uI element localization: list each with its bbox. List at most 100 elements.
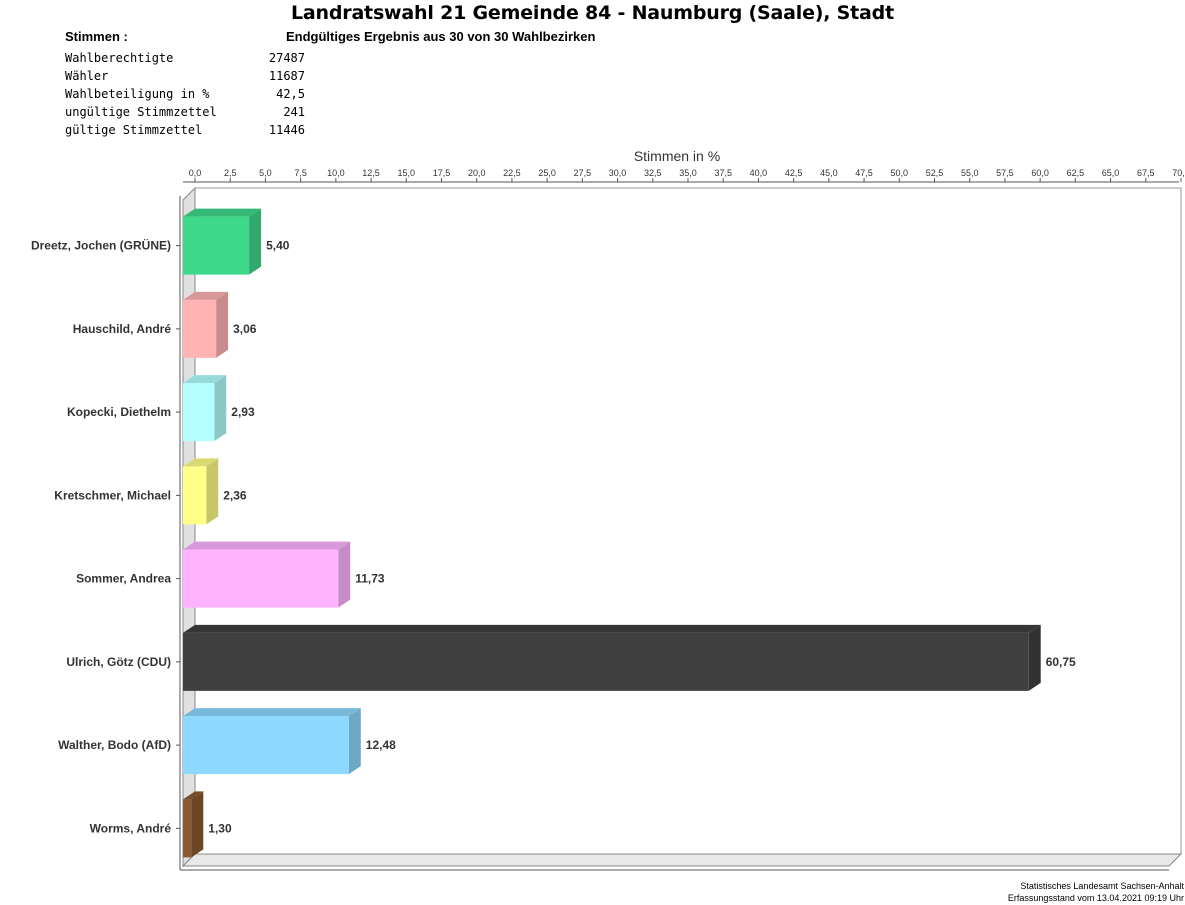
- bar-value-label: 12,48: [366, 738, 396, 752]
- bar-value-label: 2,36: [223, 488, 247, 502]
- bar-top: [183, 624, 1041, 633]
- bar-2: 2,93 Kopecki, Diethelm: [67, 375, 255, 442]
- stat-row-gueltige: gültige Stimmzettel 11446: [65, 121, 305, 139]
- bar-front: [183, 716, 349, 775]
- stat-row-waehler: Wähler 11687: [65, 67, 305, 85]
- bar-front: [183, 632, 1029, 691]
- x-tick-label: 12,5: [362, 168, 380, 178]
- category-label: Worms, André: [90, 821, 172, 835]
- stimmen-label: Stimmen :: [65, 29, 128, 44]
- category-label: Kopecki, Diethelm: [67, 405, 171, 419]
- x-tick-label: 32,5: [644, 168, 662, 178]
- bar-top: [183, 208, 262, 217]
- bar-front: [183, 466, 207, 525]
- category-label: Walther, Bodo (AfD): [58, 738, 171, 752]
- x-tick-label: 45,0: [820, 168, 838, 178]
- bar-7: 1,30 Worms, André: [90, 791, 232, 858]
- x-tick-label: 15,0: [398, 168, 416, 178]
- x-tick-label: 70,0: [1172, 168, 1185, 178]
- bar-value-label: 1,30: [208, 821, 232, 835]
- bar-top: [183, 708, 361, 717]
- x-tick-label: 17,5: [433, 168, 451, 178]
- x-tick-label: 25,0: [538, 168, 556, 178]
- x-tick-label: 20,0: [468, 168, 486, 178]
- result-subtitle: Endgültiges Ergebnis aus 30 von 30 Wahlb…: [286, 29, 596, 44]
- stat-value: 27487: [268, 51, 305, 65]
- x-tick-label: 35,0: [679, 168, 697, 178]
- x-tick-label: 27,5: [574, 168, 592, 178]
- stat-value: 42,5: [276, 87, 305, 101]
- x-axis-title: Stimmen in %: [634, 148, 720, 164]
- x-tick-label: 10,0: [327, 168, 345, 178]
- bar-front: [183, 216, 250, 275]
- bar-side: [214, 375, 227, 442]
- category-label: Sommer, Andrea: [76, 572, 171, 586]
- stat-label: ungültige Stimmzettel: [65, 105, 217, 119]
- stat-row-wahlbeteiligung: Wahlbeteiligung in % 42,5: [65, 85, 305, 103]
- bar-side: [1028, 624, 1041, 691]
- x-tick-label: 42,5: [785, 168, 803, 178]
- category-label: Kretschmer, Michael: [54, 488, 171, 502]
- x-tick-label: 5,0: [259, 168, 272, 178]
- bar-side: [206, 458, 219, 525]
- bar-value-label: 2,93: [231, 405, 255, 419]
- stat-label: gültige Stimmzettel: [65, 123, 203, 137]
- x-tick-label: 52,5: [926, 168, 944, 178]
- bar-4: 11,73 Sommer, Andrea: [76, 541, 385, 608]
- category-label: Hauschild, André: [73, 322, 172, 336]
- stat-row-wahlberechtigte: Wahlberechtigte 27487: [65, 49, 305, 67]
- bar-value-label: 60,75: [1046, 655, 1076, 669]
- bar-front: [183, 799, 192, 858]
- stat-row-ungueltige: ungültige Stimmzettel 241: [65, 103, 305, 121]
- bar-6: 12,48 Walther, Bodo (AfD): [58, 708, 396, 775]
- bar-value-label: 11,73: [355, 572, 385, 586]
- bar-front: [183, 549, 339, 608]
- stat-label: Wähler: [65, 69, 109, 83]
- x-tick-label: 60,0: [1031, 168, 1049, 178]
- bar-1: 3,06 Hauschild, André: [73, 291, 257, 358]
- category-label: Ulrich, Götz (CDU): [66, 655, 171, 669]
- bar-front: [183, 299, 217, 358]
- bar-side: [348, 708, 361, 775]
- bar-value-label: 5,40: [266, 239, 290, 253]
- bar-side: [249, 208, 262, 275]
- category-label: Dreetz, Jochen (GRÜNE): [31, 238, 171, 253]
- x-tick-label: 50,0: [891, 168, 909, 178]
- bar-5: 60,75 Ulrich, Götz (CDU): [66, 624, 1076, 691]
- x-tick-label: 65,0: [1102, 168, 1120, 178]
- footer-timestamp: Erfassungsstand vom 13.04.2021 09:19 Uhr: [1007, 893, 1184, 903]
- plot-floor: [181, 853, 1183, 867]
- stat-label: Wahlbeteiligung in %: [65, 87, 210, 101]
- bar-side: [191, 791, 204, 858]
- bar-value-label: 3,06: [233, 322, 257, 336]
- bar-top: [183, 291, 229, 300]
- bar-side: [338, 541, 351, 608]
- footer-source: Statistisches Landesamt Sachsen-Anhalt: [1020, 881, 1184, 891]
- bar-top: [183, 375, 227, 384]
- x-tick-label: 22,5: [503, 168, 521, 178]
- footer: Statistisches Landesamt Sachsen-Anhalt E…: [1008, 880, 1184, 904]
- stat-value: 11687: [268, 69, 305, 83]
- bar-3: 2,36 Kretschmer, Michael: [54, 458, 247, 525]
- x-tick-label: 40,0: [750, 168, 768, 178]
- page-title: Landratswahl 21 Gemeinde 84 - Naumburg (…: [291, 2, 894, 24]
- x-tick-label: 67,5: [1137, 168, 1155, 178]
- bar-top: [183, 458, 219, 467]
- stat-value: 241: [283, 105, 305, 119]
- stats-table: Wahlberechtigte 27487 Wähler 11687 Wahlb…: [65, 49, 305, 139]
- x-tick-label: 2,5: [224, 168, 237, 178]
- bar-top: [183, 541, 351, 550]
- stat-value: 11446: [268, 123, 305, 137]
- x-tick-label: 55,0: [961, 168, 979, 178]
- x-tick-label: 30,0: [609, 168, 627, 178]
- x-tick-label: 7,5: [294, 168, 307, 178]
- bar-top: [183, 791, 204, 800]
- stat-label: Wahlberechtigte: [65, 51, 174, 65]
- x-tick-label: 57,5: [996, 168, 1014, 178]
- bar-front: [183, 383, 215, 442]
- bar-side: [216, 291, 229, 358]
- x-tick-label: 37,5: [714, 168, 732, 178]
- x-tick-label: 62,5: [1067, 168, 1085, 178]
- x-tick-label: 47,5: [855, 168, 873, 178]
